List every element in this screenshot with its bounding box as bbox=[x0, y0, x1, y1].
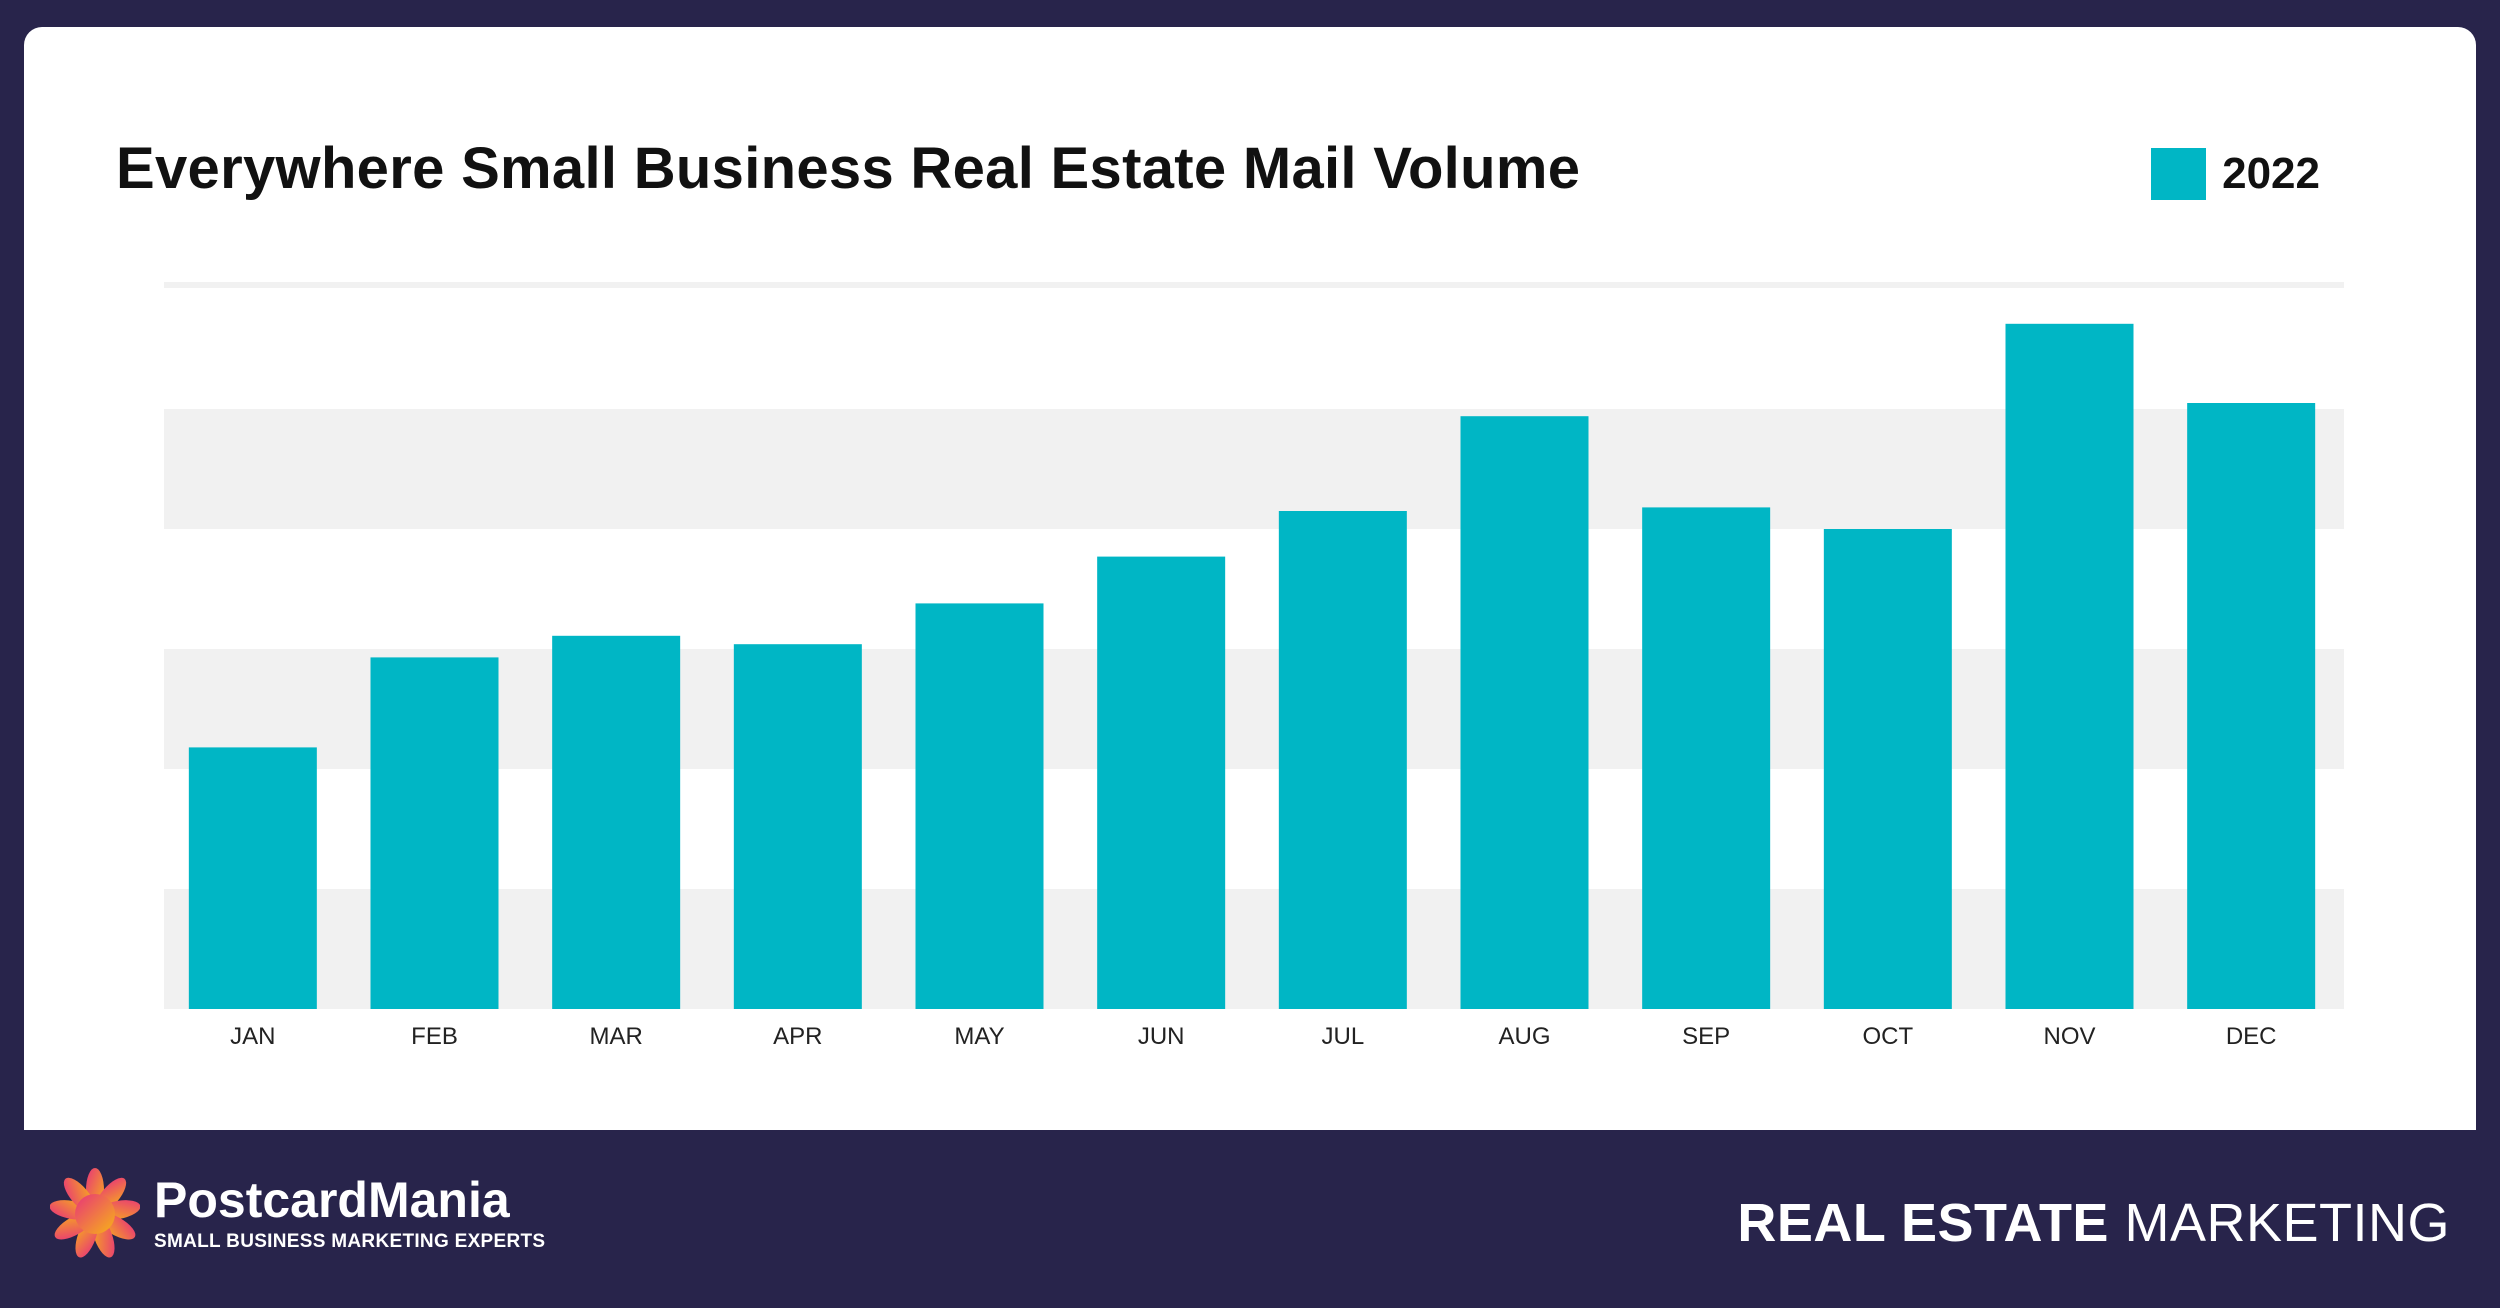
x-tick-label: FEB bbox=[411, 1023, 458, 1050]
bar-aug bbox=[1460, 416, 1589, 1009]
x-tick-label: APR bbox=[773, 1023, 822, 1050]
bar-mar bbox=[552, 635, 681, 1009]
x-tick-label: DEC bbox=[2226, 1023, 2277, 1050]
footer-light: MARKETING bbox=[2124, 1193, 2450, 1253]
bar-chart: JAN FEB MAR APR MAY JUN JUL AUG SEP OCT NOV DEC bbox=[164, 282, 2344, 1050]
x-tick-label: JUL bbox=[1321, 1023, 1364, 1050]
footer-strong: REAL ESTATE bbox=[1737, 1193, 2109, 1253]
top-gridline bbox=[164, 282, 2344, 288]
bar-jul bbox=[1278, 511, 1407, 1009]
x-tick-label: MAY bbox=[954, 1023, 1004, 1050]
x-tick-label: SEP bbox=[1682, 1023, 1730, 1050]
bar-nov bbox=[2005, 323, 2134, 1009]
bar-jan bbox=[188, 747, 317, 1009]
grid-band bbox=[164, 649, 2344, 769]
flower-logo-icon bbox=[50, 1168, 140, 1258]
x-tick-label: JUN bbox=[1138, 1023, 1185, 1050]
x-tick-label: JAN bbox=[230, 1023, 275, 1050]
grid-band bbox=[164, 409, 2344, 529]
bar-apr bbox=[733, 644, 862, 1009]
x-tick-label: AUG bbox=[1498, 1023, 1550, 1050]
bar-may bbox=[915, 603, 1044, 1009]
x-tick-label: OCT bbox=[1862, 1023, 1913, 1050]
legend: 2022 bbox=[2151, 148, 2320, 200]
bar-jun bbox=[1097, 556, 1226, 1009]
footer-category: REAL ESTATE MARKETING bbox=[1737, 1192, 2450, 1254]
x-tick-label: MAR bbox=[589, 1023, 642, 1050]
postcardmania-logo: PostcardMania SMALL BUSINESS MARKETING E… bbox=[50, 1168, 545, 1260]
bar-feb bbox=[370, 657, 499, 1009]
legend-label-2022: 2022 bbox=[2222, 149, 2320, 198]
bar-dec bbox=[2187, 403, 2316, 1009]
grid-band bbox=[164, 889, 2344, 1009]
bar-oct bbox=[1823, 529, 1952, 1009]
brand-name: PostcardMania bbox=[154, 1172, 510, 1228]
legend-swatch-2022 bbox=[2151, 148, 2207, 200]
x-tick-label: NOV bbox=[2043, 1023, 2095, 1050]
bar-sep bbox=[1642, 507, 1771, 1009]
chart-title: Everywhere Small Business Real Estate Ma… bbox=[116, 136, 1581, 201]
brand-tagline: SMALL BUSINESS MARKETING EXPERTS bbox=[154, 1231, 546, 1252]
